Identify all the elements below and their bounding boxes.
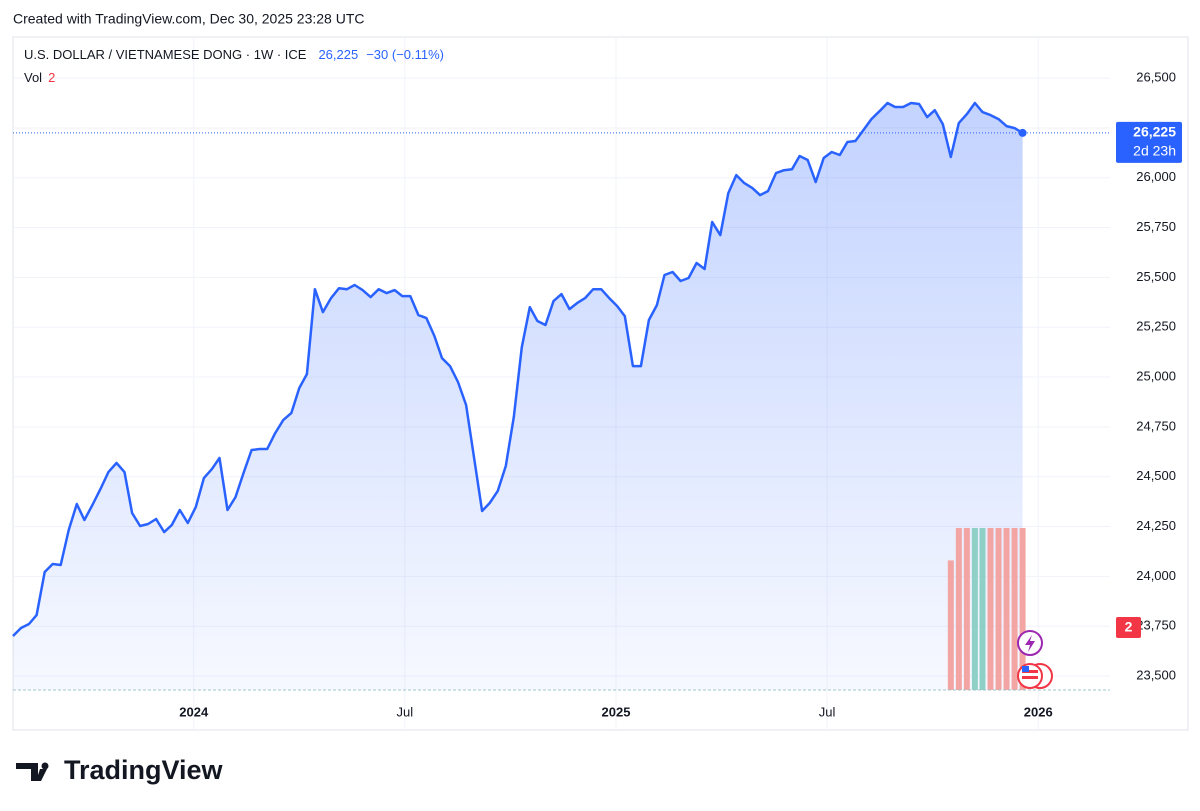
logo-text: TradingView bbox=[64, 755, 224, 785]
price-change: −30 (−0.11%) bbox=[366, 47, 444, 62]
logo-mark bbox=[16, 763, 47, 781]
volume-bar bbox=[963, 528, 970, 690]
event-icon-bolt bbox=[1025, 635, 1035, 652]
y-tick-label: 25,750 bbox=[1136, 219, 1176, 234]
y-tick-label: 23,500 bbox=[1136, 667, 1176, 682]
volume-label: Vol bbox=[24, 70, 42, 85]
volume-bar bbox=[955, 528, 962, 690]
y-tick-label: 26,000 bbox=[1136, 169, 1176, 184]
y-tick-label: 24,250 bbox=[1136, 518, 1176, 533]
volume-bar bbox=[947, 560, 954, 690]
frame bbox=[12, 36, 1189, 731]
volume-bar bbox=[971, 528, 978, 690]
logo-dot bbox=[41, 762, 49, 770]
y-tick-label: 23,750 bbox=[1136, 618, 1176, 633]
logo: TradingView bbox=[16, 755, 224, 785]
area-fill bbox=[13, 103, 1023, 690]
y-tick-label: 25,500 bbox=[1136, 269, 1176, 284]
volume-badge bbox=[1116, 617, 1141, 638]
y-tick-label: 24,750 bbox=[1136, 418, 1176, 433]
plot bbox=[12, 101, 1110, 690]
flag-stripe bbox=[1022, 676, 1038, 679]
volume-bar bbox=[987, 528, 994, 690]
volume-bar bbox=[1019, 528, 1026, 690]
x-tick-label: 2025 bbox=[602, 704, 631, 719]
x-tick-label: 2024 bbox=[179, 704, 209, 719]
price-badge-value: 26,225 bbox=[1133, 124, 1176, 140]
volume-bar bbox=[979, 528, 986, 690]
volume-bar bbox=[995, 528, 1002, 690]
flag-canton bbox=[1022, 666, 1029, 672]
x-tick-label: 2026 bbox=[1024, 704, 1053, 719]
price-badge-countdown: 2d 23h bbox=[1133, 143, 1176, 159]
credit: Created with TradingView.com, Dec 30, 20… bbox=[13, 11, 364, 27]
volume-badge-value: 2 bbox=[1125, 619, 1133, 635]
last-price: 26,225 bbox=[318, 47, 358, 62]
legend-title: U.S. DOLLAR / VIETNAMESE DONG · 1W · ICE… bbox=[24, 47, 444, 62]
volume-bar bbox=[1011, 528, 1018, 690]
y-tick-label: 25,250 bbox=[1136, 319, 1176, 334]
volume-legend: Vol 2 bbox=[24, 70, 55, 85]
x-tick-label: Jul bbox=[397, 704, 414, 719]
symbol-title: U.S. DOLLAR / VIETNAMESE DONG · 1W · ICE bbox=[24, 47, 307, 62]
y-tick-label: 26,500 bbox=[1136, 69, 1176, 84]
y-tick-label: 24,500 bbox=[1136, 468, 1176, 483]
volume-bar bbox=[1003, 528, 1010, 690]
x-tick-label: Jul bbox=[819, 704, 836, 719]
price-badge bbox=[1116, 121, 1182, 163]
y-tick-label: 24,000 bbox=[1136, 568, 1176, 583]
y-tick-label: 25,000 bbox=[1136, 368, 1176, 383]
last-point bbox=[1018, 128, 1027, 137]
flag-stripe bbox=[1022, 670, 1038, 673]
event-icons bbox=[1017, 630, 1053, 689]
volume-value: 2 bbox=[48, 70, 55, 85]
price-line bbox=[12, 101, 1024, 637]
